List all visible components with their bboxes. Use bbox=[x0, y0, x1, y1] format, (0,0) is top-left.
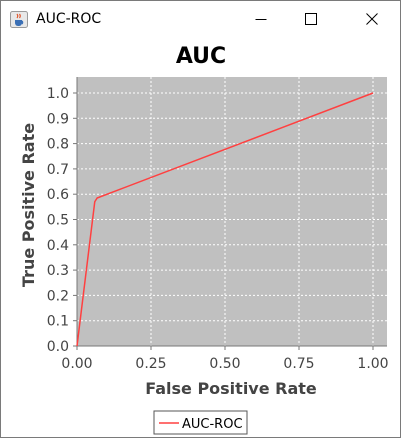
legend-label: AUC-ROC bbox=[182, 417, 243, 432]
x-tick-label: 0.50 bbox=[209, 356, 240, 372]
close-icon bbox=[366, 13, 378, 25]
y-tick-label: 0.2 bbox=[47, 288, 69, 304]
maximize-button[interactable] bbox=[288, 1, 334, 37]
y-tick-label: 0.3 bbox=[47, 263, 69, 279]
maximize-icon bbox=[305, 13, 317, 25]
chart-title: AUC bbox=[176, 44, 226, 69]
y-tick-label: 0.5 bbox=[47, 213, 69, 229]
legend: AUC-ROC bbox=[153, 410, 248, 435]
y-tick-label: 0.6 bbox=[47, 187, 69, 203]
title-bar[interactable]: AUC-ROC bbox=[1, 1, 400, 37]
x-tick-label: 0.25 bbox=[135, 356, 166, 372]
chart-panel: AUC 0.0 0.1 0.2 0.3 0.4 0.5 0.6 0.7 0.8 0.9 1.0 0.0… bbox=[1, 37, 400, 437]
y-tick-label: 0.9 bbox=[47, 111, 69, 127]
y-tick-label: 0.1 bbox=[47, 314, 69, 330]
plot-area bbox=[77, 77, 387, 346]
java-cup-icon bbox=[10, 11, 28, 28]
x-tick-label: 0.75 bbox=[283, 356, 314, 372]
series-line-0 bbox=[76, 92, 374, 347]
x-tick-label: 0.00 bbox=[61, 356, 92, 372]
y-tick-label: 0.4 bbox=[47, 238, 69, 254]
close-button[interactable] bbox=[349, 1, 395, 37]
x-tick-label: 1.00 bbox=[357, 356, 388, 372]
tick-labels: 0.0 0.1 0.2 0.3 0.4 0.5 0.6 0.7 0.8 0.9 1.0 0.00 0.2… bbox=[47, 86, 389, 372]
roc-chart: AUC 0.00.10.20.30.40.50.60.70.80.91.00.0… bbox=[19, 44, 389, 435]
series-layer bbox=[76, 92, 374, 347]
y-tick-label: 0.0 bbox=[47, 339, 69, 355]
minimize-button[interactable] bbox=[238, 1, 284, 37]
y-axis-label: True Positive Rate bbox=[19, 123, 38, 287]
y-tick-label: 1.0 bbox=[47, 86, 69, 102]
x-axis-label: False Positive Rate bbox=[145, 379, 317, 398]
minimize-icon bbox=[255, 19, 267, 20]
y-tick-label: 0.8 bbox=[47, 137, 69, 153]
axes bbox=[73, 77, 387, 350]
window-title: AUC-ROC bbox=[36, 11, 102, 27]
y-tick-label: 0.7 bbox=[47, 162, 69, 178]
legend-box bbox=[153, 410, 248, 435]
